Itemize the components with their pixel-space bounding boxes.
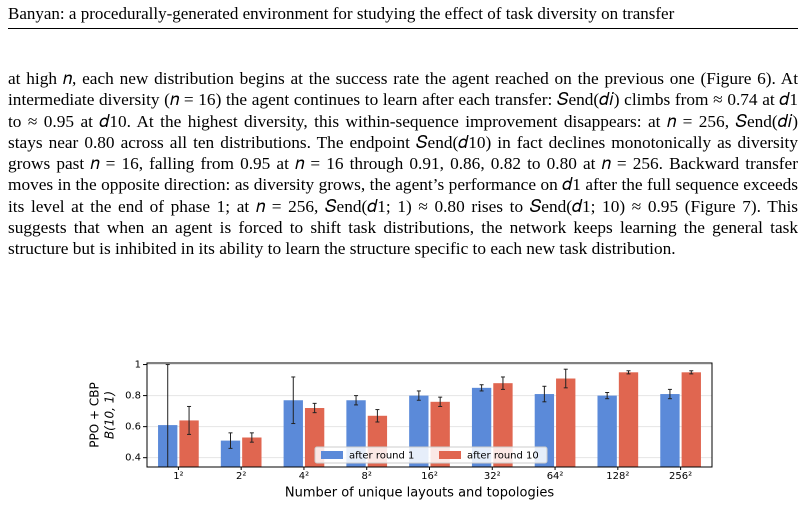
bar — [242, 437, 262, 467]
legend-label: after round 1 — [349, 451, 414, 462]
x-axis-label: Number of unique layouts and topologies — [285, 486, 554, 501]
bar — [618, 372, 639, 467]
legend-box — [314, 446, 548, 464]
x-tick-label: 128² — [606, 471, 629, 482]
bar — [179, 420, 199, 467]
x-tick-label: 16² — [421, 471, 438, 482]
x-tick-label: 1² — [173, 471, 183, 482]
y-axis-label: B(10, 1) — [103, 391, 117, 439]
bar — [660, 394, 680, 467]
y-tick-label: 0.4 — [125, 453, 141, 464]
x-tick-label: 32² — [484, 471, 501, 482]
legend-swatch — [439, 451, 461, 459]
bar — [556, 378, 576, 467]
x-tick-label: 64² — [547, 471, 564, 482]
bar — [681, 372, 701, 467]
x-tick-label: 8² — [362, 471, 372, 482]
paragraph: at high 𝑛, each new distribution begins … — [8, 69, 798, 259]
bar — [283, 400, 303, 467]
y-tick-label: 0.8 — [125, 391, 141, 402]
x-tick-label: 4² — [299, 471, 309, 482]
bar — [220, 440, 241, 467]
x-tick-label: 2² — [236, 471, 246, 482]
y-axis-label: PPO + CBP — [88, 382, 102, 447]
y-tick-label: 0.6 — [125, 422, 141, 433]
x-tick-label: 256² — [669, 471, 692, 482]
bar — [493, 383, 513, 467]
legend-label: after round 10 — [467, 451, 539, 462]
legend-swatch — [321, 451, 343, 459]
y-tick-label: 1 — [135, 360, 141, 371]
plot-frame — [146, 362, 713, 468]
header-title: Banyan: a procedurally-generated environ… — [8, 4, 798, 29]
plot-area — [158, 364, 701, 467]
bar — [597, 395, 617, 467]
